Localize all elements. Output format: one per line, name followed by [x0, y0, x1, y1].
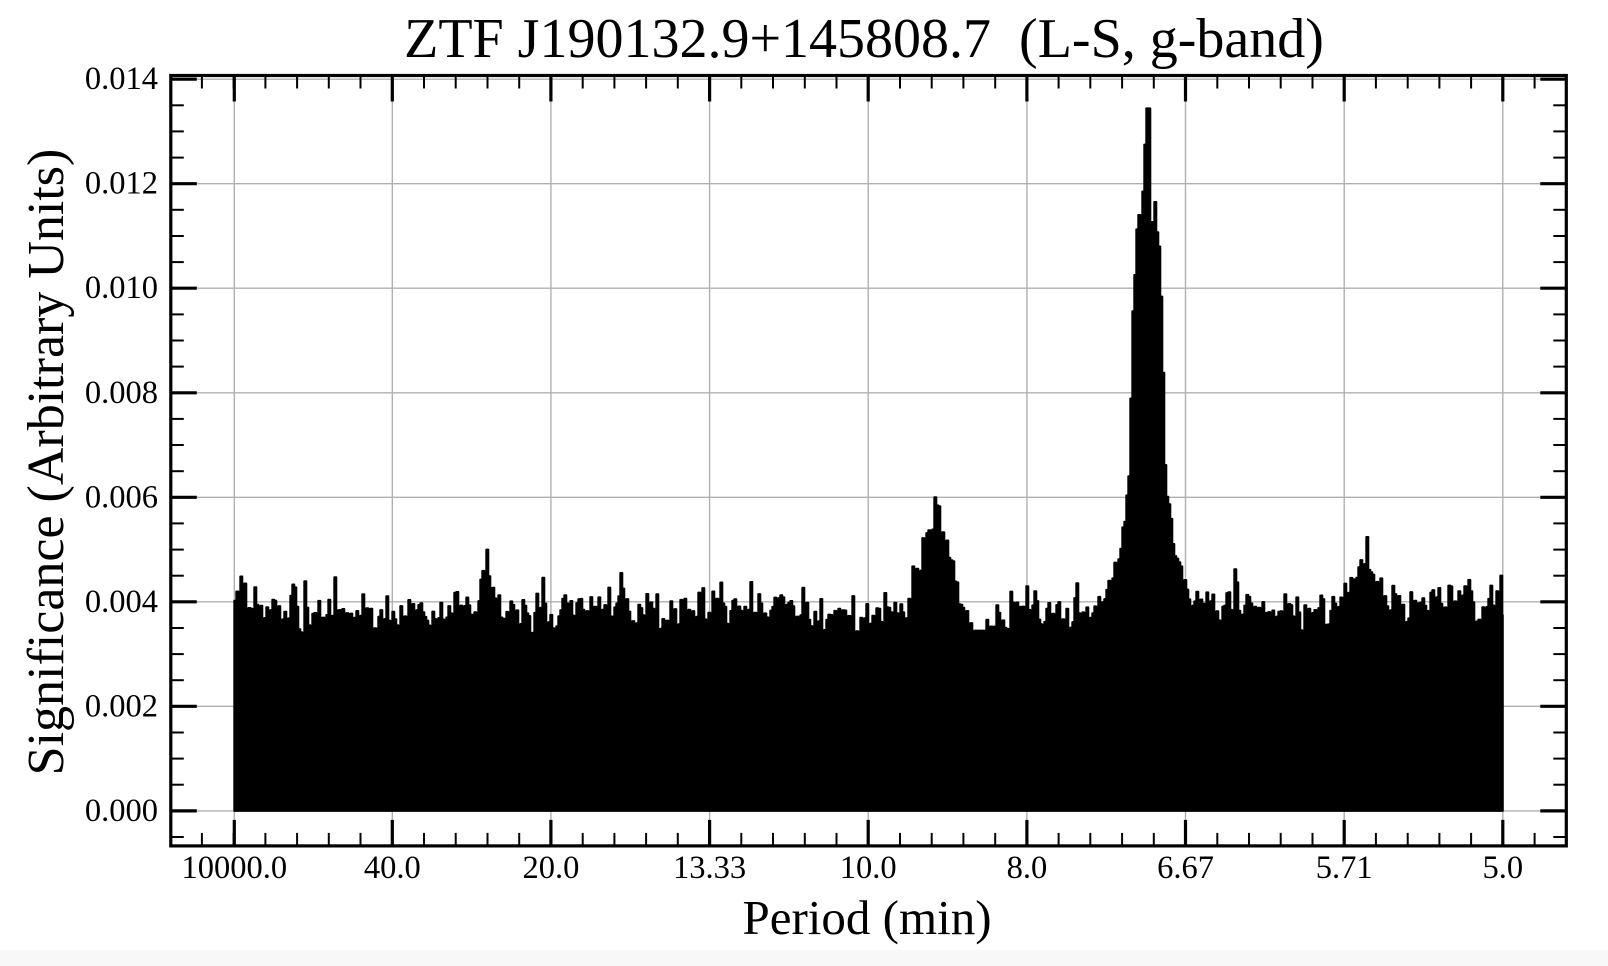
- svg-text:10000.0: 10000.0: [181, 850, 287, 886]
- svg-text:13.33: 13.33: [673, 850, 746, 886]
- svg-text:5.71: 5.71: [1316, 850, 1373, 886]
- svg-text:40.0: 40.0: [364, 850, 421, 886]
- svg-text:0.000: 0.000: [85, 793, 158, 829]
- svg-text:0.002: 0.002: [85, 688, 158, 724]
- svg-text:20.0: 20.0: [522, 850, 579, 886]
- svg-text:Significance (Arbitrary Units): Significance (Arbitrary Units): [18, 149, 75, 776]
- svg-text:10.0: 10.0: [840, 850, 897, 886]
- svg-text:Period (min): Period (min): [742, 890, 991, 945]
- svg-text:0.006: 0.006: [85, 479, 158, 515]
- svg-text:0.012: 0.012: [85, 166, 158, 202]
- svg-text:ZTF J190132.9+145808.7 (L-S,: ZTF J190132.9+145808.7 (L-S, g-band): [404, 8, 1324, 70]
- svg-text:0.014: 0.014: [85, 61, 158, 97]
- svg-text:5.0: 5.0: [1482, 850, 1523, 886]
- svg-text:0.008: 0.008: [85, 375, 158, 411]
- svg-text:6.67: 6.67: [1157, 850, 1214, 886]
- svg-text:0.010: 0.010: [85, 270, 158, 306]
- svg-text:0.004: 0.004: [85, 584, 158, 620]
- svg-text:8.0: 8.0: [1007, 850, 1048, 886]
